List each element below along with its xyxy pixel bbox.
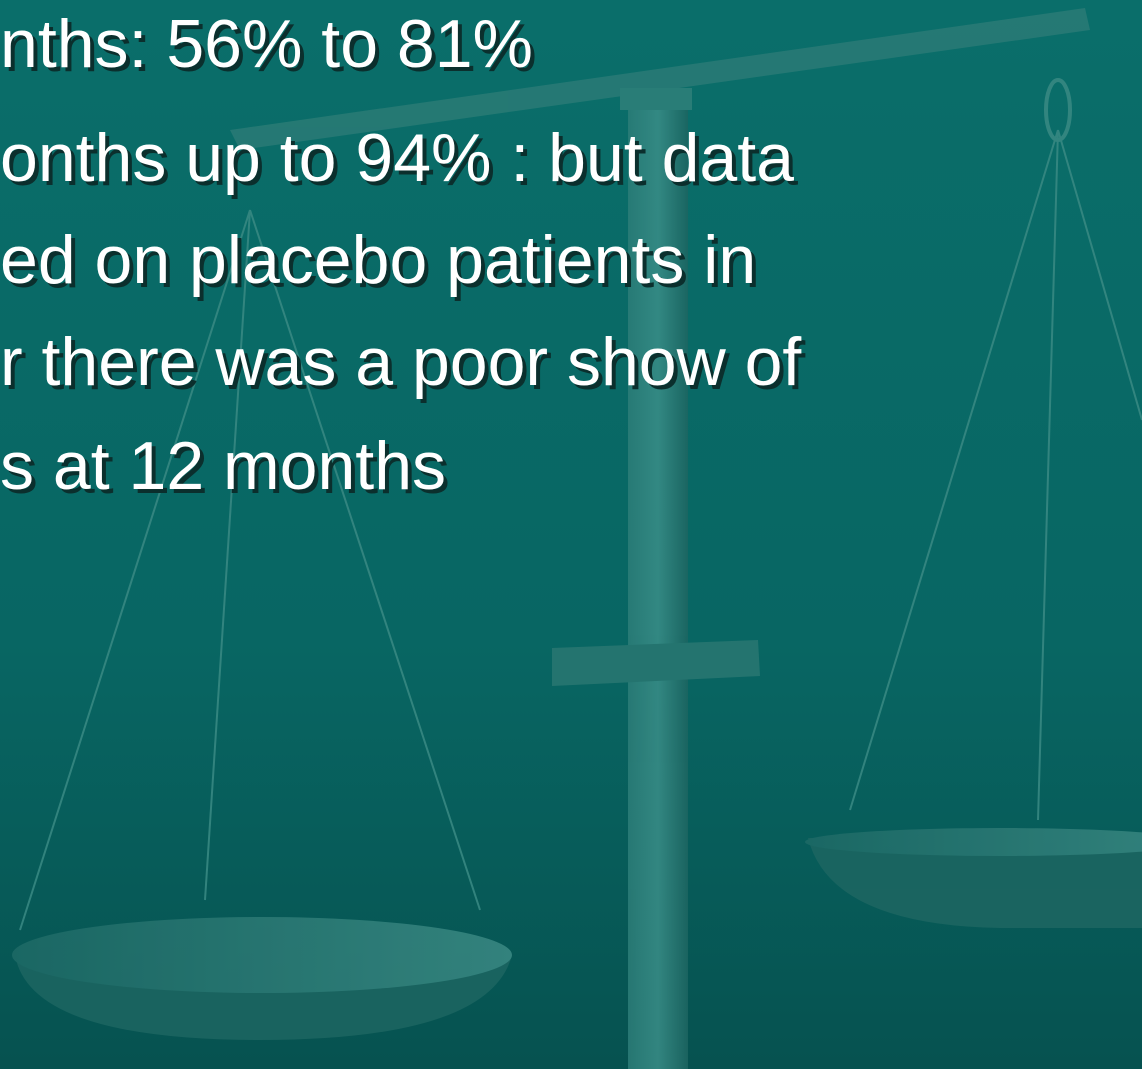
text-line: nths: 56% to 81% — [0, 6, 534, 82]
text-line: onths up to 94% : but data — [0, 120, 794, 196]
scale-illustration — [12, 8, 1142, 1069]
text-line: s at 12 months — [0, 428, 447, 504]
text-line: r there was a poor show of — [0, 324, 802, 400]
text-line: ed on placebo patients in — [0, 222, 757, 298]
